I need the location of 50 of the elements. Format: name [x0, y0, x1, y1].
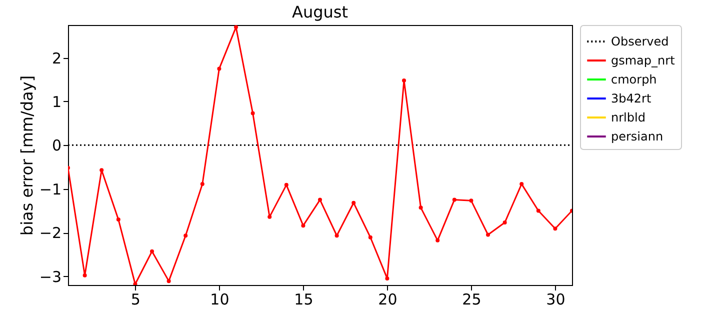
point	[334, 234, 339, 238]
line-series	[68, 25, 572, 285]
point	[200, 182, 204, 186]
point	[418, 206, 423, 210]
point	[436, 238, 440, 242]
y-tick-label: −3	[39, 268, 62, 286]
legend-label: 3b42rt	[611, 92, 652, 106]
y-tick-label: 0	[52, 136, 62, 155]
point	[217, 66, 222, 71]
point	[166, 279, 171, 284]
point	[268, 214, 272, 219]
point	[452, 198, 456, 202]
legend-label: persiann	[611, 130, 664, 144]
point	[234, 25, 238, 30]
point	[284, 182, 288, 187]
y-tick-label: −2	[39, 224, 62, 242]
point	[133, 282, 138, 285]
legend-label: cmorph	[611, 72, 657, 86]
point	[100, 168, 104, 172]
chart-title: August	[292, 2, 348, 22]
point	[469, 198, 474, 203]
point	[520, 182, 524, 186]
point	[352, 200, 356, 205]
point	[368, 235, 372, 240]
point	[82, 273, 87, 278]
x-tick-label: 30	[546, 290, 566, 308]
y-tick-label: 2	[52, 49, 62, 68]
point	[402, 78, 406, 82]
y-tick-label: −1	[39, 180, 62, 198]
x-tick-label: 5	[130, 290, 140, 308]
y-tick-label: 1	[52, 92, 62, 111]
x-tick-label: 10	[210, 290, 230, 308]
x-tick-label: 20	[378, 290, 398, 308]
x-tick-label: 25	[462, 290, 482, 308]
legend-label: Observed	[611, 34, 669, 48]
point	[116, 217, 120, 222]
point	[301, 224, 306, 228]
point	[385, 276, 390, 280]
x-tick-label: 15	[294, 290, 314, 308]
point	[502, 220, 507, 225]
point	[184, 234, 188, 238]
legend-label: nrlbld	[611, 110, 646, 124]
point	[250, 111, 255, 116]
point	[486, 232, 490, 237]
y-axis-title: bias error [mm/day]	[17, 75, 36, 236]
point	[536, 208, 540, 213]
point	[553, 226, 558, 231]
point	[318, 198, 322, 202]
legend-label: gsmap_nrt	[611, 54, 676, 68]
point	[150, 249, 154, 254]
